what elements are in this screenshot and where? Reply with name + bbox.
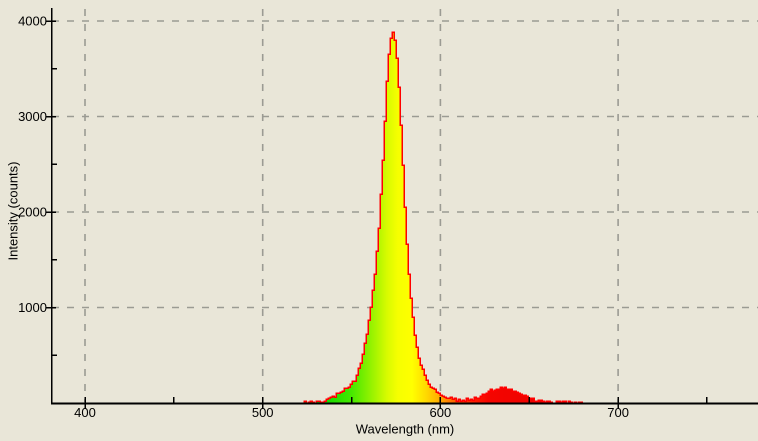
axes (46, 8, 758, 409)
y-axis-title: Intensity (counts) (5, 161, 21, 261)
emission-spectrum-area (298, 31, 583, 404)
x-tick-label: 600 (430, 405, 452, 420)
y-tick-label: 4000 (18, 14, 47, 29)
x-tick-label: 400 (74, 405, 96, 420)
x-axis-title: Wavelength (nm) (355, 421, 455, 437)
x-tick-label: 500 (252, 405, 274, 420)
y-tick-label: 2000 (18, 205, 47, 220)
y-tick-label: 1000 (18, 300, 47, 315)
x-tick-label: 700 (607, 405, 629, 420)
tick-labels: 400 500 600 700 1000 2000 3000 4000 (18, 14, 629, 421)
gridlines (52, 9, 758, 402)
y-tick-label: 3000 (18, 109, 47, 124)
